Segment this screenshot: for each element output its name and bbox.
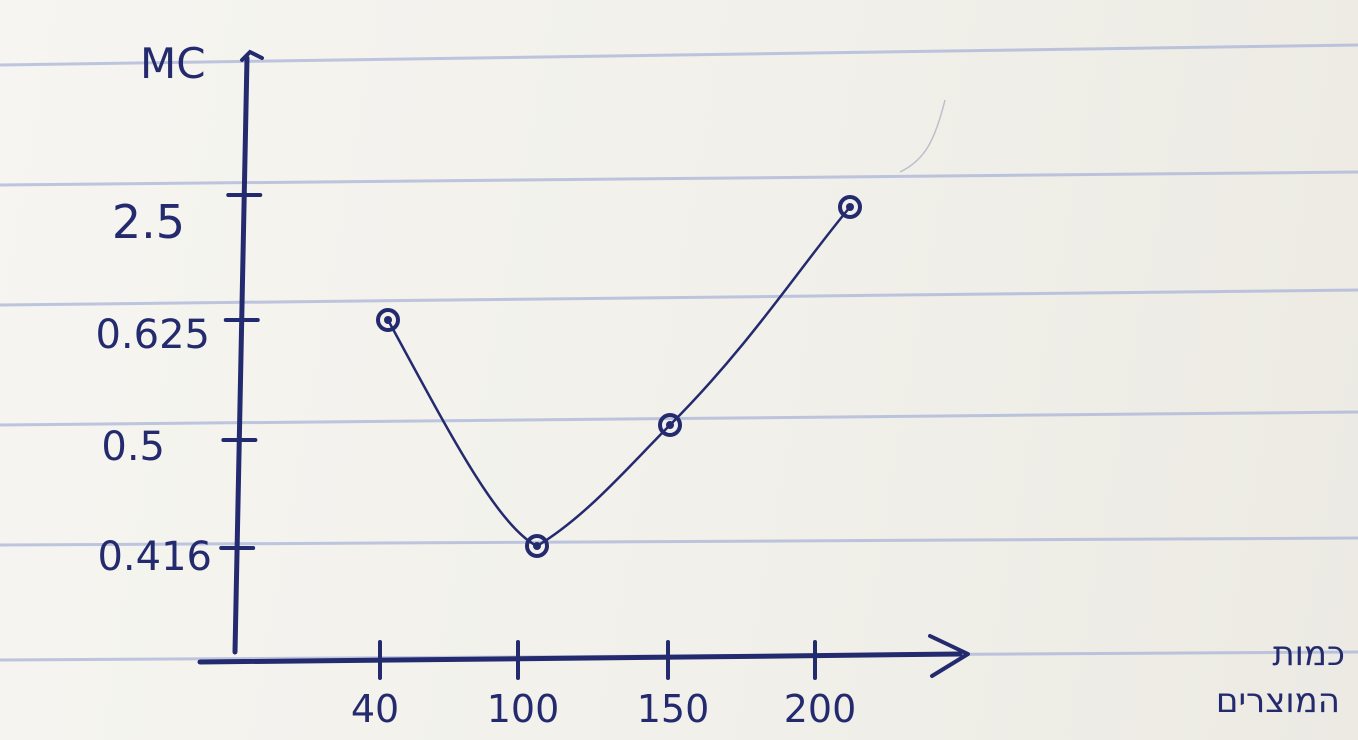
ruled-line xyxy=(0,536,1358,547)
x-axis-ticks: 40 100 150 200 xyxy=(351,640,857,731)
x-tick-label: 100 xyxy=(487,687,560,731)
x-axis-title-line-2: המוצרים xyxy=(1216,681,1340,721)
data-point xyxy=(838,195,862,219)
x-tick-label: 150 xyxy=(637,687,710,731)
ruled-line xyxy=(0,170,1358,187)
data-point xyxy=(525,534,549,558)
y-axis-line xyxy=(232,55,250,655)
data-point-center xyxy=(846,203,854,211)
x-tick-label: 40 xyxy=(351,687,399,731)
y-axis-ticks: 2.5 0.625 0.5 0.416 xyxy=(95,193,263,580)
series-line xyxy=(386,205,852,548)
data-point xyxy=(658,413,682,437)
x-axis-title-line-1: כמות xyxy=(1272,634,1345,674)
x-tick-label: 200 xyxy=(784,687,857,731)
ruled-line xyxy=(0,288,1358,307)
data-point-center xyxy=(384,316,392,324)
y-tick-label: 2.5 xyxy=(112,195,185,249)
y-tick-label: 0.5 xyxy=(101,424,165,470)
y-tick-label: 0.416 xyxy=(97,534,212,580)
ruled-line xyxy=(0,43,1358,67)
y-tick-label: 0.625 xyxy=(95,312,210,358)
chart-series xyxy=(376,99,946,558)
data-point xyxy=(376,308,400,332)
y-axis-arrow xyxy=(240,49,264,62)
data-point-center xyxy=(533,542,541,550)
x-axis-line xyxy=(197,651,963,665)
y-axis-title: MC xyxy=(140,39,206,88)
data-point-center xyxy=(666,421,674,429)
stray-stroke xyxy=(899,99,946,173)
chart-axes xyxy=(197,49,970,678)
x-axis-arrow xyxy=(928,634,970,678)
